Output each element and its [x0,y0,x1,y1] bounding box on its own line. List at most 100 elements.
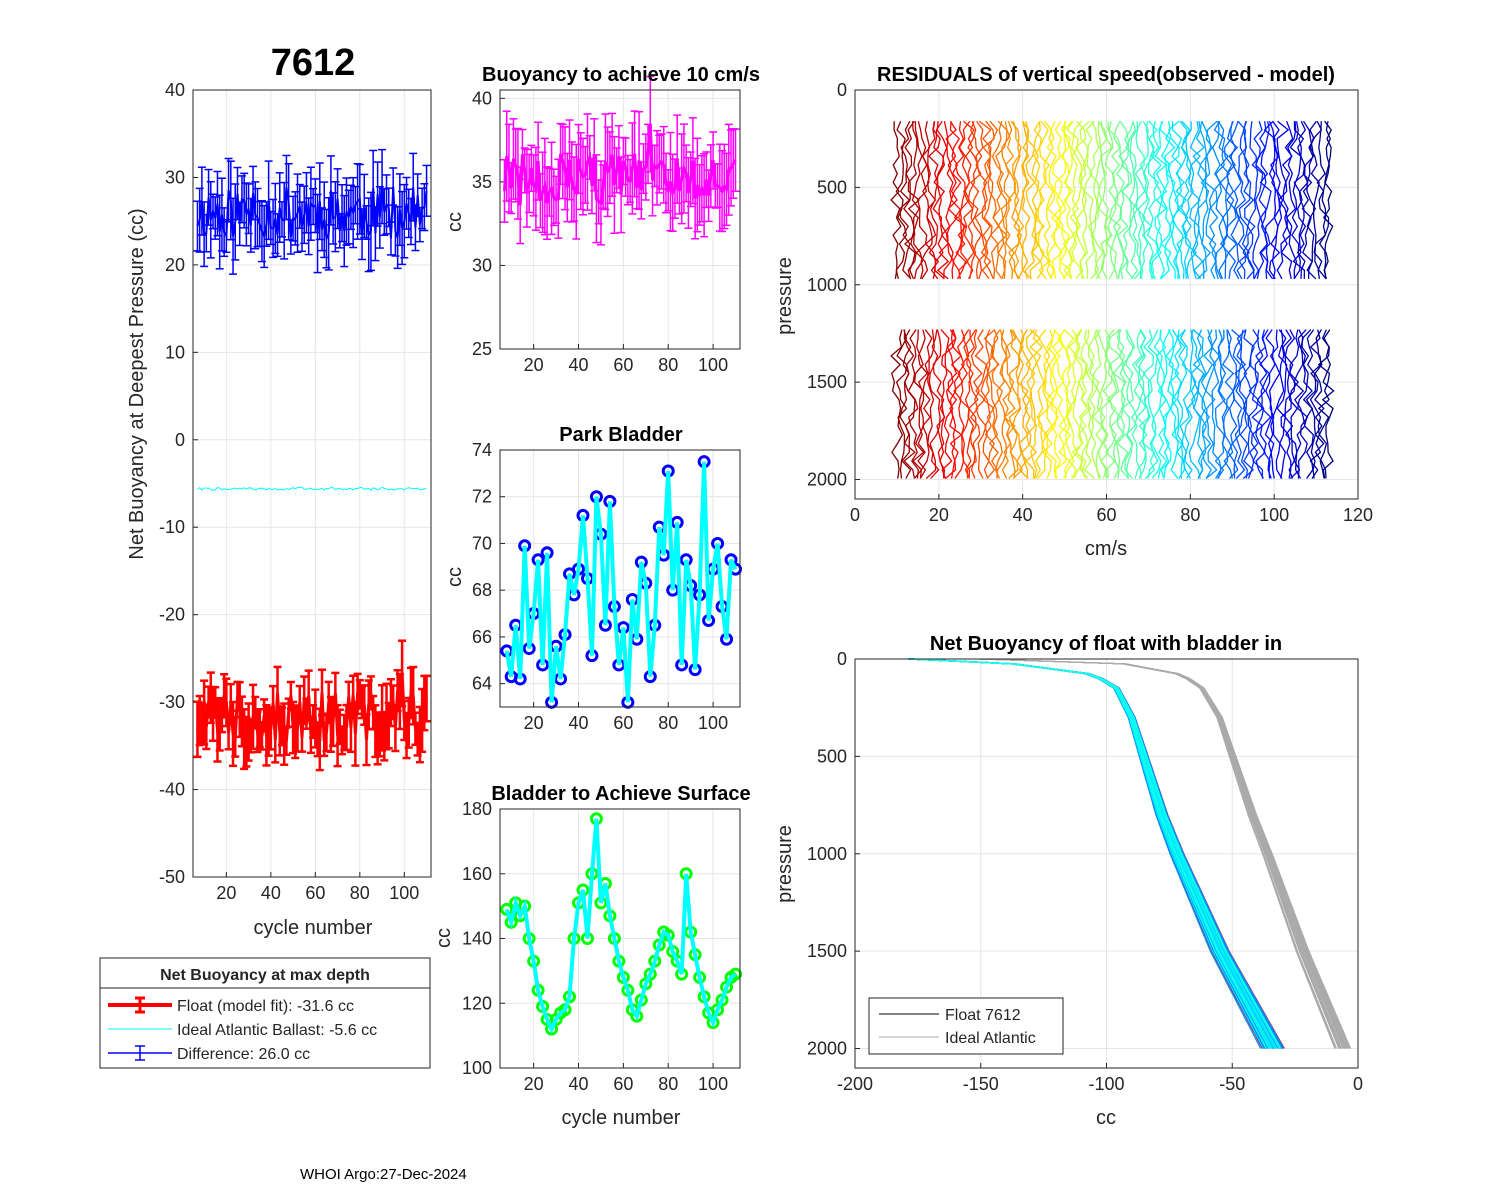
net-buoyancy-bladder-legend: Float 7612 Ideal Atlantic [868,997,1064,1055]
series-line [195,673,428,745]
ideal-ballast-series [197,486,427,491]
residual-profile [1112,329,1126,479]
park-bladder-title: Park Bladder [559,424,683,446]
y-tick-label: 500 [817,746,847,766]
residual-profile [1071,329,1084,479]
residual-profile [1108,329,1122,479]
net_buoyancy_bladder-axes: -200 -150 -100 -50 0 0 500 1000 1500 2000 [807,649,1363,1094]
residual-profile [895,120,908,280]
y-tick-label: 2000 [807,470,847,490]
residual-profile [1104,121,1117,280]
residual-profile [1280,120,1294,280]
ideal-profile [982,658,1351,1049]
net-buoyancy-legend: Net Buoyancy at max depth Float (model f… [99,957,431,1069]
residual-profile [1184,329,1197,479]
x-tick-label: 20 [524,1074,544,1094]
float-profile [909,658,1267,1049]
x-tick-label: 0 [1353,1074,1363,1094]
y-tick-label: 25 [472,339,492,359]
residual-profile [1234,329,1247,479]
y-tick-label: 2000 [807,1039,847,1059]
ideal-profile [981,658,1348,1049]
net-buoyancy-xlabel: cycle number [254,917,373,939]
series-line [503,124,737,206]
residual-profile [1054,121,1067,280]
ideal-profile [979,658,1337,1049]
float-profile [908,658,1264,1049]
residual-profile [1192,329,1205,479]
residual-profile [1167,329,1180,479]
x-tick-label: 80 [658,355,678,375]
park_bladder-ticks: 20 40 60 80 100 64 66 68 70 72 74 [472,440,728,733]
x-tick-label: 60 [613,713,633,733]
residual-profile [1305,329,1317,479]
residual-profile [1288,329,1301,479]
x-tick-label: 100 [698,355,728,375]
float-profile [910,658,1278,1049]
y-tick-label: 1000 [807,275,847,295]
residual-profile [919,329,933,479]
x-tick-label: 20 [524,713,544,733]
residual-profile [1079,120,1090,279]
residual-profile [1155,329,1168,479]
residual-profile [967,120,979,280]
residual-profile [1050,120,1063,279]
x-tick-label: 100 [698,1074,728,1094]
residual-profile [1268,329,1281,479]
residual-profile [1246,121,1259,279]
residual-profile [1213,120,1226,280]
residual-profile [1058,329,1072,479]
residual-profile [1138,329,1150,479]
data-point [729,967,743,981]
residual-profile [963,329,975,479]
residual-profile [986,120,1000,279]
residual-profile [1164,121,1176,279]
y-tick-label: 72 [472,487,492,507]
difference-series [193,148,431,275]
residual-profile [1250,329,1264,479]
residual-profile [1063,329,1075,479]
y-tick-label: 140 [462,929,492,949]
x-tick-label: 40 [568,355,588,375]
residual-profile [1230,120,1242,280]
residual-profile [1147,329,1159,479]
residual-profile [1154,120,1168,280]
residual-profile [1314,329,1327,479]
residual-profile [1070,120,1084,280]
residual-profile [1226,329,1239,479]
residual-profile [974,329,988,479]
residual-profile [957,120,971,280]
x-tick-label: 80 [350,883,370,903]
residual-profile [987,329,1000,479]
residual-profile [1029,329,1042,479]
residual-profile [949,121,963,280]
residual-profile [1134,121,1146,279]
residual-profile [1292,121,1306,279]
park-bladder-ylabel: cc [444,567,466,587]
x-tick-label: 60 [1096,505,1116,525]
net_buoyancy_bladder-frame [854,658,1359,1069]
residual-profile [1184,121,1198,280]
y-tick-label: 74 [472,440,492,460]
residual-profile [1066,120,1079,280]
y-tick-label: 1000 [807,844,847,864]
residual-profile [1043,120,1054,280]
footer-credit: WHOI Argo:27-Dec-2024 [300,1166,467,1183]
residual-profile [1276,329,1288,479]
residual-profiles [890,120,1335,480]
x-tick-label: 0 [850,505,860,525]
residual-profile [1125,329,1138,479]
residual-profile [949,329,963,479]
residual-profile [1046,329,1058,479]
residual-profile [1318,121,1332,280]
residual-profile [1075,329,1089,479]
residuals-title: RESIDUALS of vertical speed(observed - m… [877,64,1335,86]
residual-profile [1095,120,1109,280]
residual-profile [1208,121,1222,280]
legend-box [99,957,431,1069]
buoyancy_10cms-ticks: 20 40 60 80 100 25 30 35 40 [472,88,728,375]
x-tick-label: -150 [963,1074,999,1094]
residual-profile [890,121,902,279]
residual-profile [1150,329,1164,479]
float-profile [910,658,1272,1049]
